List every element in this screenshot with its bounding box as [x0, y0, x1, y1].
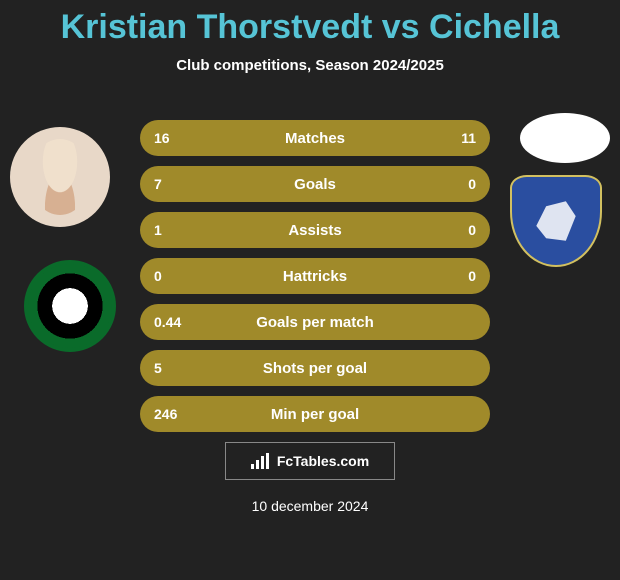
stat-right-value: 0 — [436, 176, 476, 192]
stat-label: Assists — [194, 222, 436, 239]
stat-left-value: 246 — [154, 406, 194, 422]
comparison-rows: 16 Matches 11 7 Goals 0 1 Assists 0 0 Ha… — [140, 120, 490, 442]
player-right-avatar — [520, 113, 610, 163]
player-left-avatar — [10, 127, 110, 227]
bars-icon — [251, 453, 271, 469]
club-right-logo — [510, 175, 602, 267]
stat-left-value: 5 — [154, 360, 194, 376]
stat-label: Matches — [194, 130, 436, 147]
stat-right-value: 11 — [436, 130, 476, 146]
stat-left-value: 0 — [154, 268, 194, 284]
footer-brand: FcTables.com — [225, 442, 395, 480]
stat-label: Goals per match — [194, 314, 436, 331]
stat-row: 16 Matches 11 — [140, 120, 490, 156]
stat-row: 246 Min per goal — [140, 396, 490, 432]
footer-date: 10 december 2024 — [0, 498, 620, 514]
stat-label: Goals — [194, 176, 436, 193]
page-title: Kristian Thorstvedt vs Cichella — [0, 0, 620, 47]
stat-label: Min per goal — [194, 406, 436, 423]
stat-row: 0 Hattricks 0 — [140, 258, 490, 294]
footer-brand-text: FcTables.com — [277, 453, 369, 469]
stat-row: 1 Assists 0 — [140, 212, 490, 248]
stat-row: 7 Goals 0 — [140, 166, 490, 202]
stat-row: 0.44 Goals per match — [140, 304, 490, 340]
stat-label: Hattricks — [194, 268, 436, 285]
page-subtitle: Club competitions, Season 2024/2025 — [0, 57, 620, 74]
stat-left-value: 0.44 — [154, 314, 194, 330]
stat-right-value: 0 — [436, 268, 476, 284]
club-left-logo — [24, 260, 116, 352]
stat-left-value: 1 — [154, 222, 194, 238]
stat-right-value: 0 — [436, 222, 476, 238]
stat-left-value: 16 — [154, 130, 194, 146]
stat-left-value: 7 — [154, 176, 194, 192]
stat-row: 5 Shots per goal — [140, 350, 490, 386]
stat-label: Shots per goal — [194, 360, 436, 377]
